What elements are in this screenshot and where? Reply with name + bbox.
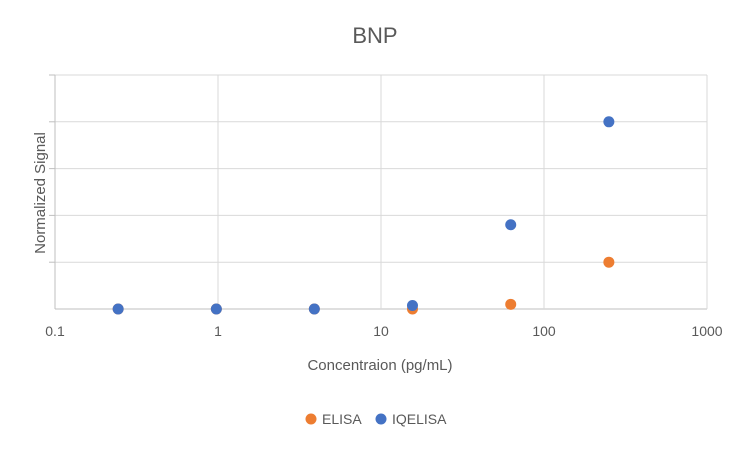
series-elisa xyxy=(112,256,615,315)
x-tick-labels: 0.1 1 10 100 1000 xyxy=(45,323,723,339)
x-tick-label: 1 xyxy=(214,323,222,339)
data-point-iqelisa xyxy=(112,303,124,315)
x-tick-label: 10 xyxy=(373,323,389,339)
legend-item-iqelisa: IQELISA xyxy=(375,411,447,427)
data-point-elisa xyxy=(505,298,517,310)
x-tick-label: 0.1 xyxy=(45,323,65,339)
chart-title: BNP xyxy=(352,23,397,48)
x-axis-label: Concentraion (pg/mL) xyxy=(307,357,452,374)
data-point-iqelisa xyxy=(603,116,615,128)
legend-label: IQELISA xyxy=(392,411,447,427)
gridlines xyxy=(49,74,708,310)
data-point-iqelisa xyxy=(308,303,320,315)
data-point-iqelisa xyxy=(210,303,222,315)
series-iqelisa xyxy=(112,116,615,315)
legend-label: ELISA xyxy=(322,411,362,427)
data-points xyxy=(112,116,615,315)
data-point-iqelisa xyxy=(406,299,418,311)
data-point-elisa xyxy=(603,256,615,268)
x-tick-label: 1000 xyxy=(691,323,722,339)
x-tick-label: 100 xyxy=(532,323,556,339)
legend-marker xyxy=(375,413,387,425)
legend-marker xyxy=(305,413,317,425)
legend: ELISA IQELISA xyxy=(305,411,447,427)
y-axis-label: Normalized Signal xyxy=(32,132,49,254)
legend-item-elisa: ELISA xyxy=(305,411,362,427)
data-point-iqelisa xyxy=(505,219,517,231)
